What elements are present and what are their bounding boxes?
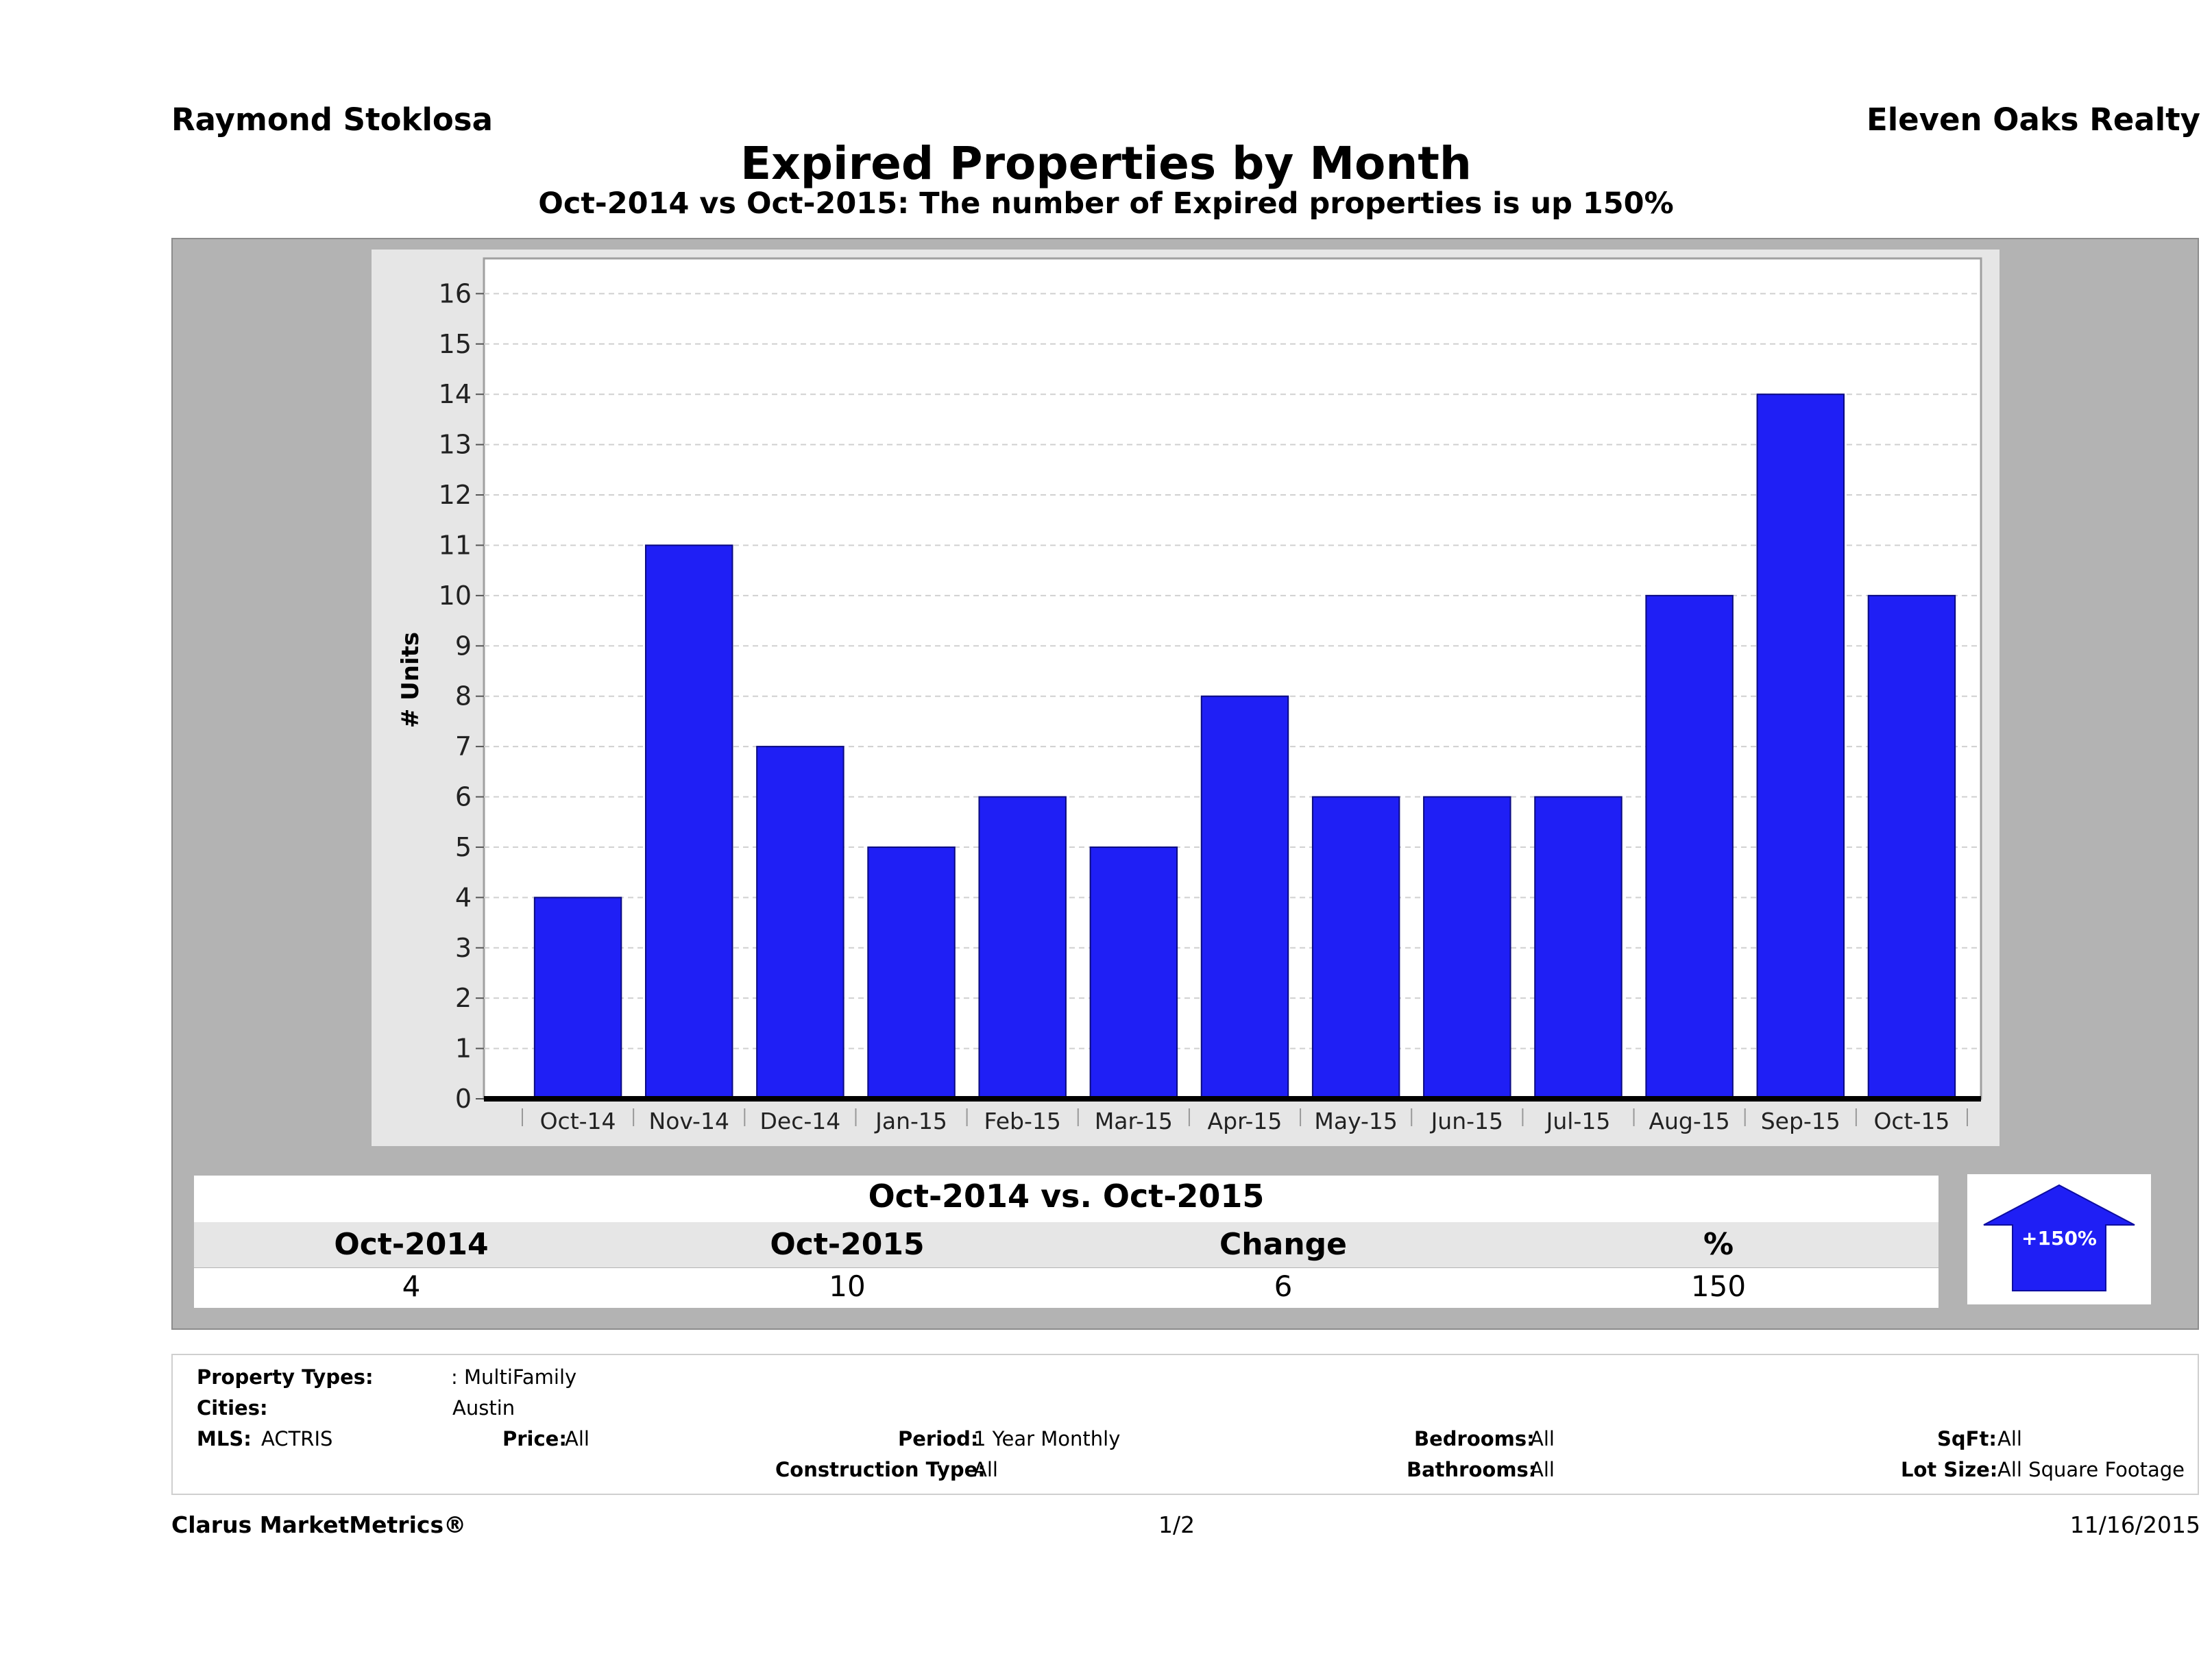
y-tick-label: 13 xyxy=(439,430,472,460)
summary-value-percent: 150 xyxy=(1690,1269,1747,1303)
price-value: All xyxy=(565,1427,590,1450)
summary-header-row xyxy=(194,1222,1938,1267)
summary-value-oct2014: 4 xyxy=(402,1269,421,1303)
construction-type-label: Construction Type: xyxy=(775,1458,986,1481)
bar-mar-15 xyxy=(1089,846,1178,1099)
arrow-up-icon xyxy=(1983,1184,2135,1291)
bar-nov-14 xyxy=(644,544,733,1099)
bar-oct-14 xyxy=(533,897,622,1099)
summary-header-oct2014: Oct-2014 xyxy=(334,1227,489,1262)
construction-type-value: All xyxy=(973,1458,998,1481)
filters-panel xyxy=(171,1354,2199,1495)
price-label: Price: xyxy=(502,1427,567,1450)
y-tick-label: 2 xyxy=(455,983,472,1013)
bedrooms-value: All xyxy=(1530,1427,1555,1450)
x-tick-label: Feb-15 xyxy=(984,1108,1061,1134)
cities-value: Austin xyxy=(452,1396,515,1420)
bar-apr-15 xyxy=(1200,695,1289,1099)
lot-size-label: Lot Size: xyxy=(1901,1458,1998,1481)
bar-jun-15 xyxy=(1423,796,1511,1100)
y-tick-label: 5 xyxy=(455,832,472,862)
x-tick-label: Sep-15 xyxy=(1761,1108,1840,1134)
summary-value-oct2015: 10 xyxy=(829,1269,866,1303)
agent-name: Raymond Stoklosa xyxy=(171,101,493,138)
property-types-value: : MultiFamily xyxy=(451,1365,577,1389)
x-tick-label: Apr-15 xyxy=(1208,1108,1283,1134)
bar-may-15 xyxy=(1311,796,1400,1100)
y-tick-label: 15 xyxy=(439,329,472,359)
x-tick-label: Dec-14 xyxy=(760,1108,841,1134)
lot-size-value: All Square Footage xyxy=(1997,1458,2185,1481)
y-tick-label: 16 xyxy=(439,278,472,308)
summary-header-oct2015: Oct-2015 xyxy=(770,1227,925,1262)
page-subtitle: Oct-2014 vs Oct-2015: The number of Expi… xyxy=(538,186,1674,221)
y-tick-label: 11 xyxy=(439,530,472,560)
page-title: Expired Properties by Month xyxy=(740,137,1472,190)
x-tick-label: Oct-14 xyxy=(540,1108,616,1134)
y-tick-label: 4 xyxy=(455,882,472,912)
summary-value-row xyxy=(194,1268,1938,1308)
y-tick-label: 10 xyxy=(439,581,472,611)
x-tick-label: Aug-15 xyxy=(1649,1108,1729,1134)
summary-header-percent: % xyxy=(1703,1227,1734,1262)
change-indicator-label: +150% xyxy=(2021,1227,2097,1250)
y-axis-label: # Units xyxy=(397,632,424,728)
summary-title: Oct-2014 vs. Oct-2015 xyxy=(868,1178,1265,1215)
bar-jul-15 xyxy=(1534,796,1622,1100)
y-tick-label: 1 xyxy=(455,1034,472,1064)
bar-feb-15 xyxy=(978,796,1067,1100)
period-label: Period: xyxy=(898,1427,979,1450)
y-tick-label: 0 xyxy=(455,1084,472,1114)
x-tick-label: Nov-14 xyxy=(649,1108,729,1134)
y-tick-label: 3 xyxy=(455,933,472,963)
x-tick-label: Oct-15 xyxy=(1873,1108,1949,1134)
x-tick-label: Mar-15 xyxy=(1095,1108,1173,1134)
sqft-label: SqFt: xyxy=(1937,1427,1997,1450)
mls-label: MLS: xyxy=(197,1427,252,1450)
x-tick-label: Jan-15 xyxy=(874,1108,947,1134)
x-axis: Oct-14 Nov-14 Dec-14 Jan-15 Feb-15 Mar-15 Apr-… xyxy=(522,1108,1968,1134)
summary-value-change: 6 xyxy=(1274,1269,1293,1303)
mls-value: ACTRIS xyxy=(261,1427,333,1450)
cities-label: Cities: xyxy=(197,1396,268,1420)
bar-jan-15 xyxy=(867,846,956,1099)
footer-brand: Clarus MarketMetrics® xyxy=(171,1511,467,1538)
bathrooms-value: All xyxy=(1530,1458,1555,1481)
bathrooms-label: Bathrooms: xyxy=(1407,1458,1537,1481)
sqft-value: All xyxy=(1997,1427,2022,1450)
summary-title-row xyxy=(194,1176,1938,1222)
page-number: 1/2 xyxy=(1158,1511,1195,1538)
y-tick-label: 8 xyxy=(455,681,472,712)
y-tick-label: 14 xyxy=(439,379,472,409)
bedrooms-label: Bedrooms: xyxy=(1414,1427,1535,1450)
x-tick-label: Jun-15 xyxy=(1430,1108,1503,1134)
company-name: Eleven Oaks Realty xyxy=(1866,101,2200,138)
x-tick-label: Jul-15 xyxy=(1545,1108,1611,1134)
y-tick-label: 7 xyxy=(455,731,472,762)
property-types-label: Property Types: xyxy=(197,1365,374,1389)
y-tick-label: 6 xyxy=(455,782,472,812)
y-tick-label: 9 xyxy=(455,631,472,661)
bar-oct-15 xyxy=(1867,594,1956,1099)
bar-sep-15 xyxy=(1756,393,1845,1099)
bar-aug-15 xyxy=(1645,594,1734,1099)
x-tick-label: May-15 xyxy=(1314,1108,1398,1134)
summary-header-change: Change xyxy=(1219,1227,1347,1262)
y-tick-label: 12 xyxy=(439,480,472,510)
bar-dec-14 xyxy=(756,746,844,1099)
period-value: 1 Year Monthly xyxy=(973,1427,1121,1450)
report-date: 11/16/2015 xyxy=(2069,1511,2200,1538)
